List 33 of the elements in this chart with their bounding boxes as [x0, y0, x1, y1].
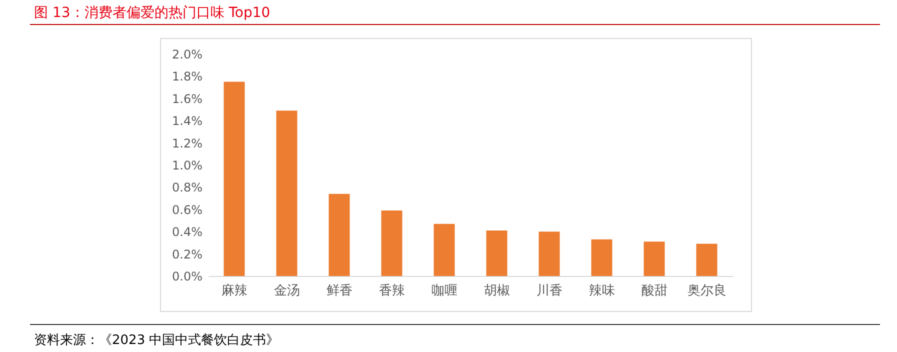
x-tick-label: 金汤 [274, 284, 300, 298]
bar [328, 194, 350, 276]
bar [696, 244, 718, 276]
y-tick-label: 1.2% [172, 136, 202, 150]
y-tick-label: 1.0% [172, 158, 202, 172]
chart-title: 图 13：消费者偏爱的热门口味 Top10 [34, 4, 270, 22]
y-tick-label: 0.2% [172, 247, 202, 262]
text: 资料来源：《2023 中国中式餐饮白皮书》 [34, 332, 280, 349]
bar [591, 239, 612, 276]
y-tick-label: 0.4% [172, 225, 202, 240]
y-tick-label: 0.0% [172, 270, 202, 284]
x-tick-label: 鲜香 [326, 284, 352, 298]
bar [276, 110, 298, 276]
bar [381, 210, 402, 276]
x-tick-label: 酸甜 [641, 284, 668, 298]
bar [538, 232, 560, 276]
bar [224, 82, 245, 276]
x-tick-label: 川香 [536, 284, 562, 298]
bar [486, 230, 508, 276]
bar [644, 242, 665, 276]
y-tick-label: 0.6% [172, 202, 202, 217]
y-tick-label: 1.8% [172, 70, 202, 84]
y-tick-label: 1.6% [172, 92, 202, 106]
y-tick-label: 0.8% [172, 180, 202, 195]
y-tick-label: 1.4% [172, 114, 202, 128]
x-tick-label: 奥尔良 [687, 284, 726, 298]
x-tick-label: 咖喱 [431, 284, 458, 298]
x-tick-label: 麻辣 [221, 284, 248, 298]
x-tick-label: 辣味 [588, 284, 615, 298]
x-tick-label: 胡椒 [484, 284, 510, 298]
bar [434, 224, 455, 276]
y-tick-label: 2.0% [172, 48, 202, 62]
x-tick-label: 香辣 [378, 284, 405, 298]
